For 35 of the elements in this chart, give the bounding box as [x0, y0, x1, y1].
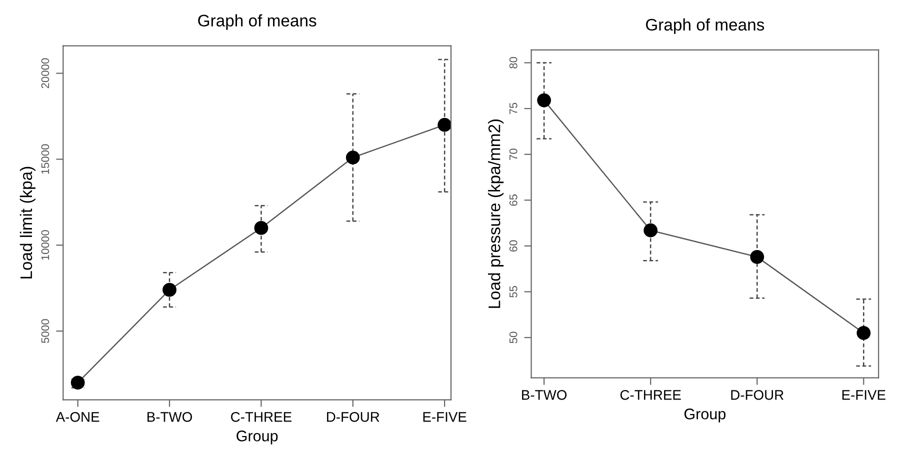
point	[162, 282, 176, 297]
x-tick-label: D-FOUR	[731, 390, 784, 400]
point	[254, 221, 268, 235]
y-tick-label: 80	[509, 57, 518, 68]
point	[70, 376, 85, 390]
point	[438, 118, 451, 132]
y-tick-label: 65	[509, 194, 518, 206]
x-tick-label: E-FIVE	[842, 390, 886, 400]
y-tick-label: 75	[510, 102, 518, 114]
point	[856, 326, 871, 340]
x-tick-label: C-THREE	[231, 412, 292, 422]
chart-title: Graph of means	[646, 18, 764, 34]
x-tick-label: A-ONE	[56, 412, 100, 422]
x-axis-title: Group	[236, 430, 278, 444]
y-tick-label: 50	[509, 332, 518, 344]
chart-title: Graph of means	[198, 14, 316, 30]
x-tick-label: D-FOUR	[327, 412, 380, 422]
x-tick-label: C-THREE	[620, 390, 681, 400]
x-tick-label: B-TWO	[522, 390, 567, 400]
x-axis-title: Group	[684, 408, 726, 422]
x-tick-label: E-FIVE	[423, 412, 466, 422]
y-tick-label: 20000	[41, 58, 50, 88]
point	[537, 93, 552, 108]
y-axis-title: Load pressure (kpa/mm2)	[488, 120, 504, 308]
y-tick-label: 70	[509, 148, 518, 160]
y-tick-label: 15000	[41, 144, 50, 174]
point	[346, 150, 360, 164]
point	[750, 250, 764, 264]
y-tick-label: 55	[510, 286, 518, 298]
y-tick-label: 60	[509, 240, 518, 252]
point	[644, 223, 658, 238]
y-tick-label: 10000	[41, 230, 50, 260]
y-axis-title: Load limit (kpa)	[20, 166, 36, 278]
x-tick-label: B-TWO	[148, 412, 192, 422]
y-tick-label: 5000	[41, 319, 50, 344]
